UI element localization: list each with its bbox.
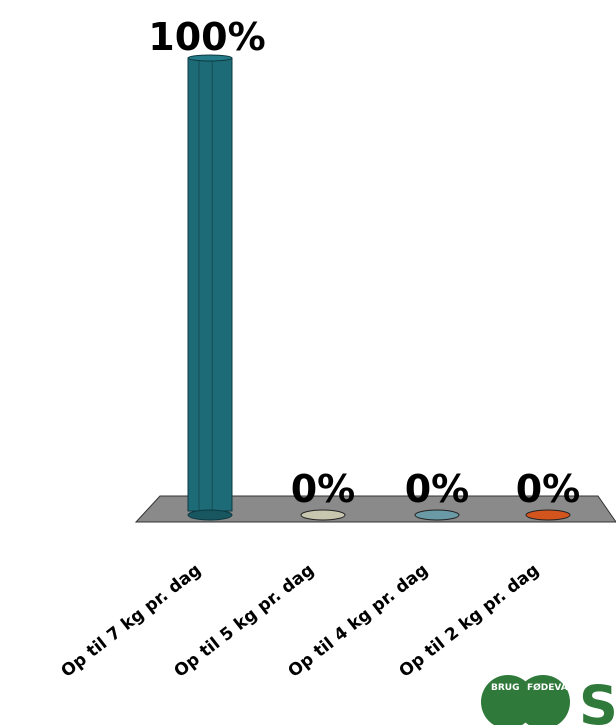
logo: BRUG FØDEVA S	[481, 674, 616, 725]
bars-layer	[187, 54, 571, 521]
bar-op-til-5-kg-pr-dag	[300, 509, 346, 521]
logo-circle-right	[516, 675, 570, 725]
data-label-op-til-7-kg-pr-dag: 100%	[148, 15, 265, 59]
bar-op-til-2-kg-pr-dag	[525, 509, 571, 521]
data-label-op-til-5-kg-pr-dag: 0%	[291, 467, 356, 511]
bar-op-til-4-kg-pr-dag	[414, 509, 460, 521]
logo-text-right: FØDEVA	[527, 682, 568, 693]
logo-letter: S	[579, 674, 616, 725]
data-labels-layer: 100% 0% 0% 0%	[148, 15, 580, 511]
data-label-op-til-2-kg-pr-dag: 0%	[516, 467, 581, 511]
bar-op-til-7-kg-pr-dag	[187, 54, 233, 521]
chart-floor	[134, 495, 616, 523]
logo-text-left: BRUG	[491, 683, 520, 693]
data-label-op-til-4-kg-pr-dag: 0%	[405, 467, 470, 511]
